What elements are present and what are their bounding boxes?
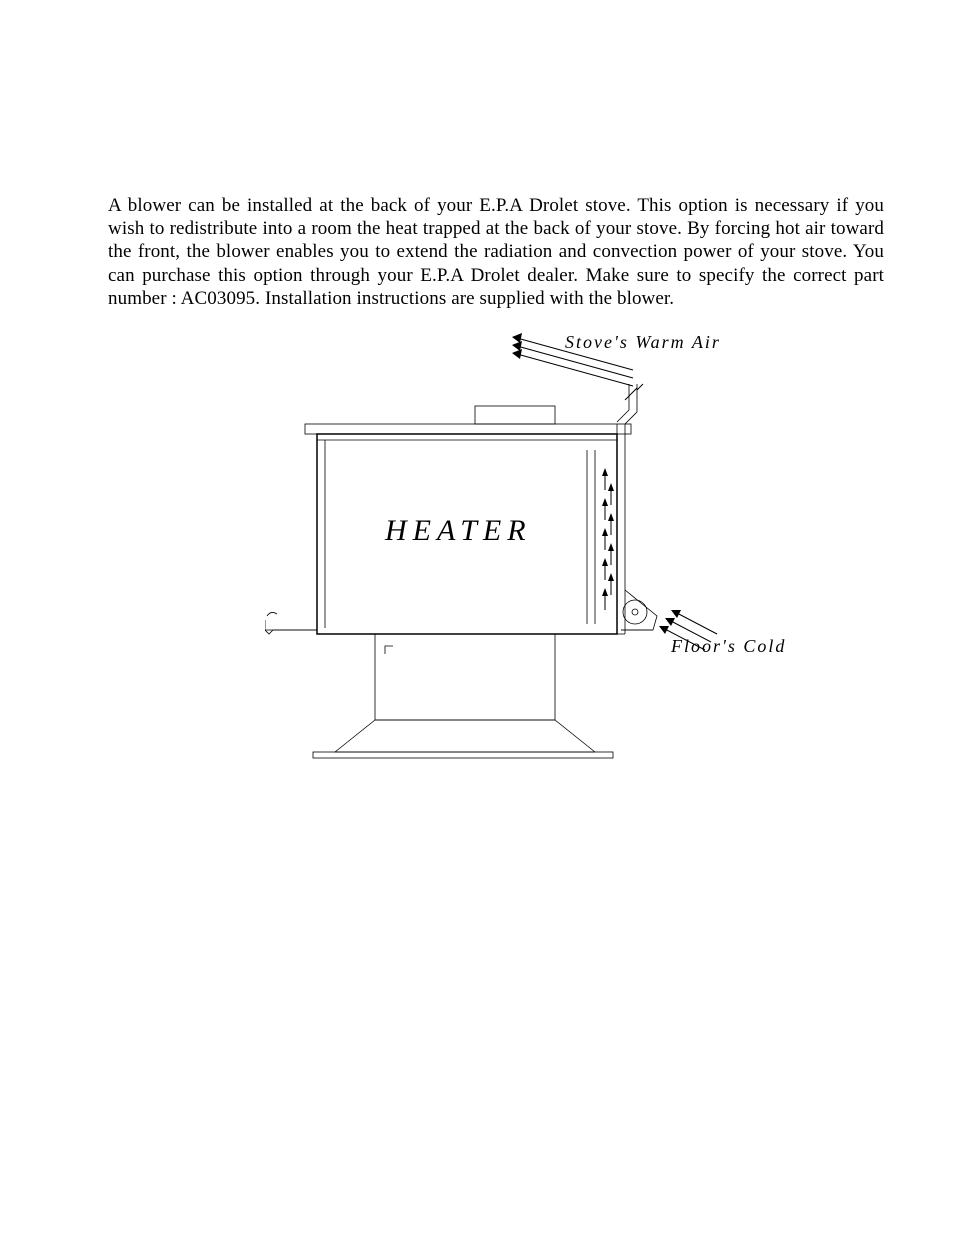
heater-label: HEATER <box>384 514 532 547</box>
stove-airflow-diagram: HEATER Stove's Warm Air Floor's Cold Air <box>265 330 785 770</box>
warm-air-label: Stove's Warm Air <box>565 332 721 352</box>
cold-air-label: Floor's Cold Air <box>670 636 785 656</box>
body-paragraph: A blower can be installed at the back of… <box>108 194 884 310</box>
